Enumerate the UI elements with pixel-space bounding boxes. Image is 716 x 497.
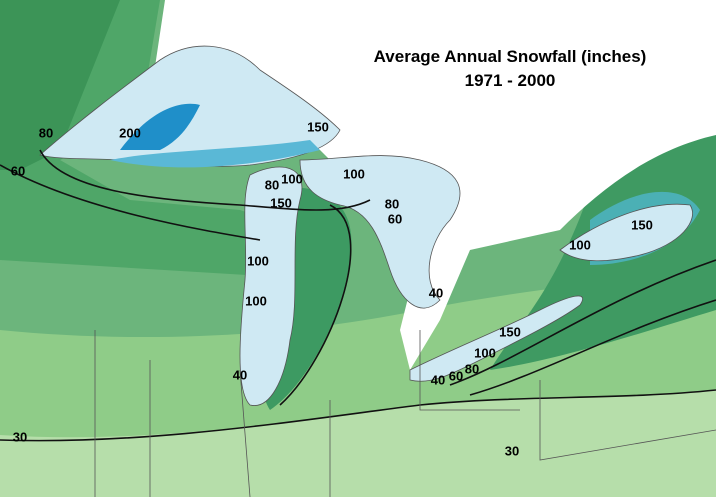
contour-label: 100 (343, 166, 365, 181)
contour-label: 60 (11, 163, 25, 178)
lake-michigan (239, 166, 303, 406)
lake-erie (409, 295, 583, 382)
isoline (449, 259, 716, 386)
isoline (0, 164, 261, 241)
map-title: Average Annual Snowfall (inches) (374, 47, 647, 66)
contour-label: 100 (247, 253, 269, 268)
contour-label: 40 (431, 372, 445, 387)
contour-label: 150 (631, 217, 653, 232)
isoline (39, 149, 371, 211)
band-60 (0, 0, 120, 170)
contour-label: 150 (499, 324, 521, 339)
isoline (279, 204, 352, 406)
contour-label: 80 (265, 177, 279, 192)
contour-label: 80 (385, 196, 399, 211)
isoline (0, 389, 716, 442)
contour-label: 150 (270, 195, 292, 210)
contour-label: 60 (388, 211, 402, 226)
contour-label: 80 (39, 125, 53, 140)
snowbelt-150 (110, 140, 320, 168)
lake-ontario (559, 203, 693, 262)
contour-label: 60 (449, 368, 463, 383)
band-30 (0, 390, 716, 497)
isoline (469, 299, 716, 396)
contour-label: 30 (13, 429, 27, 444)
contour-label: 100 (569, 237, 591, 252)
contour-label: 100 (245, 293, 267, 308)
state-border (94, 330, 716, 497)
contour-label: 150 (307, 119, 329, 134)
lake-huron (299, 155, 461, 309)
contour-label: 100 (281, 171, 303, 186)
contour-label: 80 (465, 361, 479, 376)
contour-label: 40 (233, 367, 247, 382)
contour-label: 100 (474, 345, 496, 360)
contour-label: 40 (429, 285, 443, 300)
contour-label: 200 (119, 125, 141, 140)
map-subtitle: 1971 - 2000 (465, 71, 556, 90)
snowbelt-200 (120, 103, 200, 150)
contour-label: 30 (505, 443, 519, 458)
